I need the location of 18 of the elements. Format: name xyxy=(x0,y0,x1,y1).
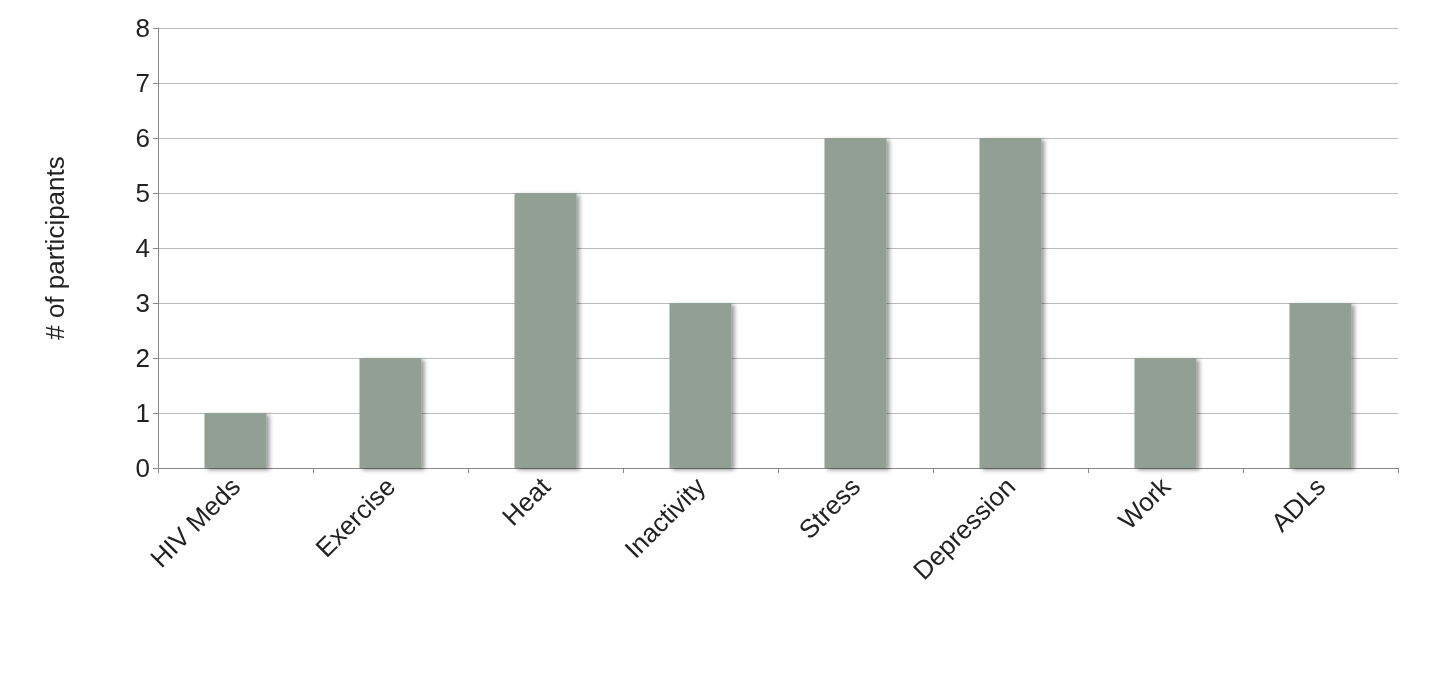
bar xyxy=(669,303,732,468)
bar xyxy=(979,138,1042,468)
bar xyxy=(1134,358,1197,468)
bar xyxy=(204,413,267,468)
y-tick-label: 1 xyxy=(135,398,150,428)
y-tick-label: 7 xyxy=(135,68,150,98)
y-tick-label: 0 xyxy=(135,453,150,483)
y-tick-label: 6 xyxy=(135,123,150,153)
bar xyxy=(1289,303,1352,468)
bar xyxy=(359,358,422,468)
y-tick-label: 3 xyxy=(135,288,150,318)
y-tick-label: 5 xyxy=(135,178,150,208)
y-tick-label: 2 xyxy=(135,343,150,373)
y-axis-title: # of participants xyxy=(40,156,70,340)
y-tick-label: 4 xyxy=(135,233,150,263)
bar xyxy=(824,138,887,468)
bar xyxy=(514,193,577,468)
y-tick-label: 8 xyxy=(135,13,150,43)
